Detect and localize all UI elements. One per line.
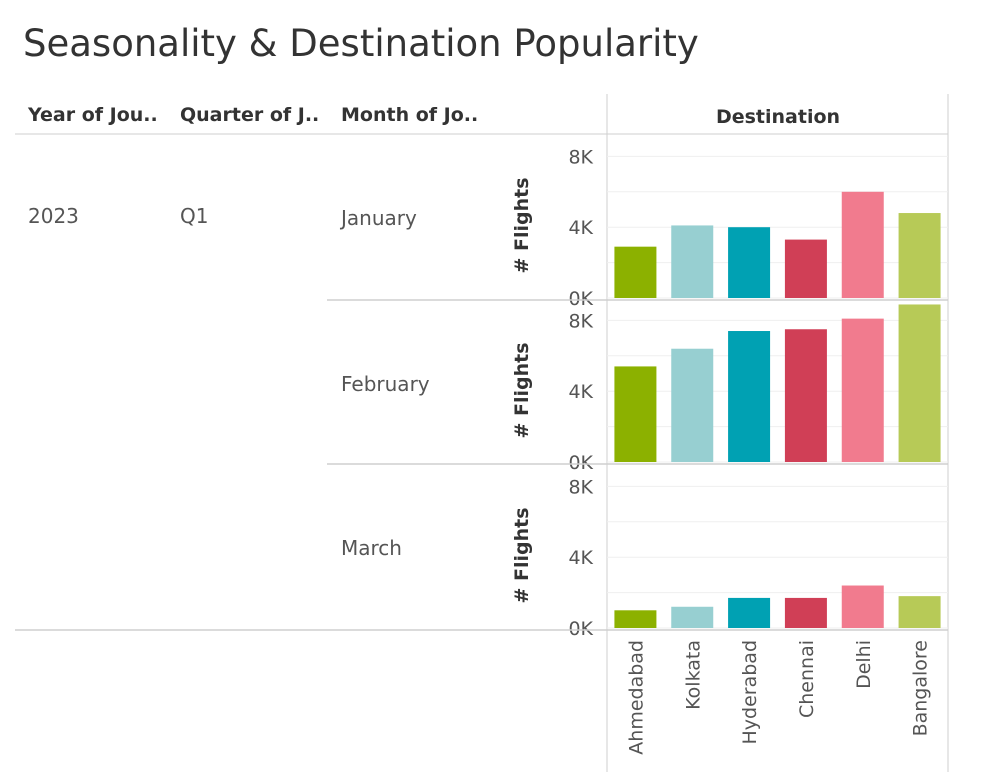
- bar-delhi: [841, 318, 884, 462]
- bar-bangalore: [898, 213, 941, 298]
- quarter-label: Q1: [180, 204, 208, 228]
- bar-chennai: [784, 597, 827, 628]
- y-axis-title: # Flights: [511, 342, 533, 438]
- x-tick-label: Kolkata: [682, 640, 704, 710]
- bar-kolkata: [671, 225, 714, 298]
- y-tick-label: 8K: [568, 310, 593, 332]
- y-tick-label: 0K: [568, 288, 593, 310]
- y-tick-label: 4K: [568, 547, 593, 569]
- y-tick-label: 0K: [568, 618, 593, 640]
- y-tick-label: 0K: [568, 452, 593, 474]
- x-tick-label: Bangalore: [910, 640, 932, 736]
- bar-bangalore: [898, 596, 941, 628]
- bar-kolkata: [671, 606, 714, 628]
- bar-ahmedabad: [614, 246, 657, 298]
- month-header[interactable]: Month of Jo..: [341, 104, 479, 126]
- bar-ahmedabad: [614, 610, 657, 628]
- bar-hyderabad: [728, 331, 771, 462]
- bar-hyderabad: [728, 597, 771, 628]
- page-title: Seasonality & Destination Popularity: [23, 22, 699, 65]
- x-tick-label: Ahmedabad: [625, 640, 647, 755]
- year-header[interactable]: Year of Jou..: [28, 104, 158, 126]
- y-axis-title: # Flights: [511, 507, 533, 603]
- bar-ahmedabad: [614, 366, 657, 462]
- y-tick-label: 4K: [568, 381, 593, 403]
- bar-bangalore: [898, 304, 941, 462]
- bar-kolkata: [671, 348, 714, 462]
- year-label: 2023: [28, 204, 79, 228]
- y-tick-label: 8K: [568, 146, 593, 168]
- month-label: January: [339, 206, 417, 230]
- x-tick-label: Chennai: [796, 640, 818, 718]
- bar-hyderabad: [728, 227, 771, 298]
- y-axis-title: # Flights: [511, 177, 533, 273]
- x-tick-label: Hyderabad: [739, 640, 761, 745]
- bar-chennai: [784, 329, 827, 462]
- month-label: March: [341, 536, 402, 560]
- y-tick-label: 4K: [568, 217, 593, 239]
- bar-delhi: [841, 191, 884, 298]
- destination-header: Destination: [716, 106, 840, 128]
- bar-chennai: [784, 239, 827, 298]
- quarter-header[interactable]: Quarter of J..: [180, 104, 320, 126]
- month-label: February: [341, 372, 430, 396]
- x-tick-label: Delhi: [853, 640, 875, 689]
- bar-delhi: [841, 585, 884, 628]
- y-tick-label: 8K: [568, 476, 593, 498]
